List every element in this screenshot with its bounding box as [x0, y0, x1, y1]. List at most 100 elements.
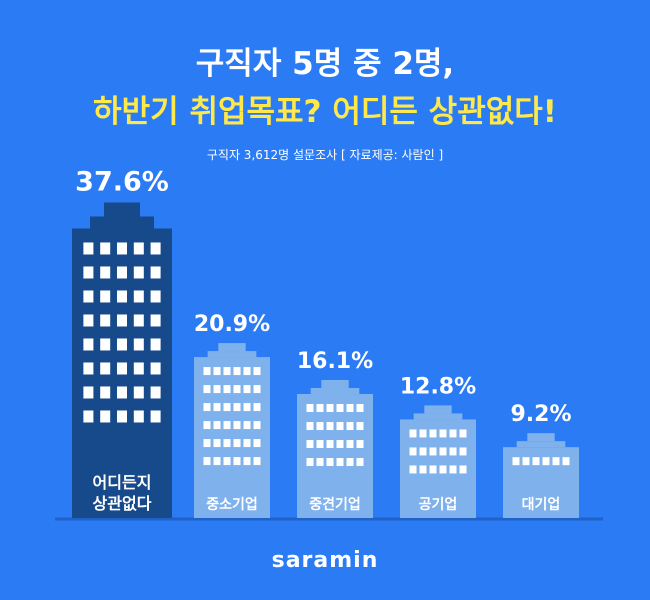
window	[213, 403, 221, 412]
window	[336, 458, 344, 467]
window	[522, 457, 530, 466]
window	[150, 338, 161, 351]
window	[203, 439, 211, 448]
window	[253, 439, 261, 448]
window	[117, 266, 127, 279]
window	[243, 385, 251, 394]
window	[213, 421, 221, 430]
window	[100, 242, 111, 255]
window	[243, 403, 251, 412]
window	[429, 447, 437, 456]
window	[459, 465, 467, 474]
window	[150, 314, 161, 327]
window	[150, 362, 161, 375]
window	[83, 362, 94, 375]
window	[542, 457, 550, 466]
window	[306, 440, 314, 449]
window	[233, 421, 241, 430]
window	[439, 447, 447, 456]
window	[409, 465, 417, 474]
building-bar-4: 공기업 12.8%	[400, 374, 476, 518]
value-label: 16.1%	[297, 349, 373, 374]
building-roof-step	[413, 413, 463, 420]
building-roof-top	[104, 202, 140, 217]
window	[512, 457, 520, 466]
window	[233, 403, 241, 412]
window	[117, 410, 127, 423]
window	[316, 404, 324, 413]
category-label: 공기업	[419, 497, 458, 513]
window	[100, 338, 111, 351]
window	[117, 314, 127, 327]
window	[439, 429, 447, 438]
window	[449, 447, 457, 456]
window	[233, 385, 241, 394]
window	[336, 422, 344, 431]
window	[223, 421, 231, 430]
bar-body	[194, 357, 270, 518]
window	[336, 440, 344, 449]
building-roof-top	[218, 343, 246, 352]
building-roof-top	[424, 405, 452, 414]
window	[316, 422, 324, 431]
category-label: 중소기업	[206, 497, 258, 513]
window	[100, 314, 111, 327]
saramin-logo: saramin	[271, 548, 379, 573]
window	[562, 457, 570, 466]
window	[459, 429, 467, 438]
window	[326, 458, 334, 467]
window	[203, 367, 211, 376]
window	[117, 338, 127, 351]
window	[223, 385, 231, 394]
window	[233, 439, 241, 448]
window	[306, 458, 314, 467]
window	[133, 266, 144, 279]
window	[213, 457, 221, 466]
window	[326, 440, 334, 449]
window	[203, 385, 211, 394]
window	[213, 439, 221, 448]
window	[316, 458, 324, 467]
window	[150, 386, 161, 399]
window	[233, 367, 241, 376]
building-bar-5: 대기업 9.2%	[503, 402, 579, 518]
building-roof-step	[310, 388, 360, 395]
window	[532, 457, 540, 466]
category-label: 대기업	[522, 497, 561, 513]
building-roof-top	[527, 433, 555, 442]
window	[326, 422, 334, 431]
window	[233, 457, 241, 466]
building-bar-2: 중소기업 20.9%	[194, 312, 270, 518]
window	[133, 338, 144, 351]
building-roof-step	[90, 216, 154, 229]
window	[133, 314, 144, 327]
window	[243, 439, 251, 448]
value-label: 12.8%	[400, 374, 476, 399]
window	[459, 447, 467, 456]
window	[83, 290, 94, 303]
value-label: 37.6%	[75, 166, 169, 197]
window	[100, 386, 111, 399]
window	[316, 440, 324, 449]
window	[253, 367, 261, 376]
window	[356, 458, 364, 467]
building-roof-step	[516, 441, 566, 448]
window	[336, 404, 344, 413]
window	[356, 422, 364, 431]
window	[356, 404, 364, 413]
window	[253, 421, 261, 430]
title-line-2: 하반기 취업목표? 어디든 상관없다!	[93, 94, 557, 130]
window	[419, 465, 427, 474]
window	[346, 458, 354, 467]
window	[326, 404, 334, 413]
window	[346, 440, 354, 449]
window	[83, 410, 94, 423]
window	[83, 386, 94, 399]
window	[133, 386, 144, 399]
window	[83, 314, 94, 327]
window	[100, 266, 111, 279]
window	[552, 457, 560, 466]
window	[203, 457, 211, 466]
window	[409, 447, 417, 456]
